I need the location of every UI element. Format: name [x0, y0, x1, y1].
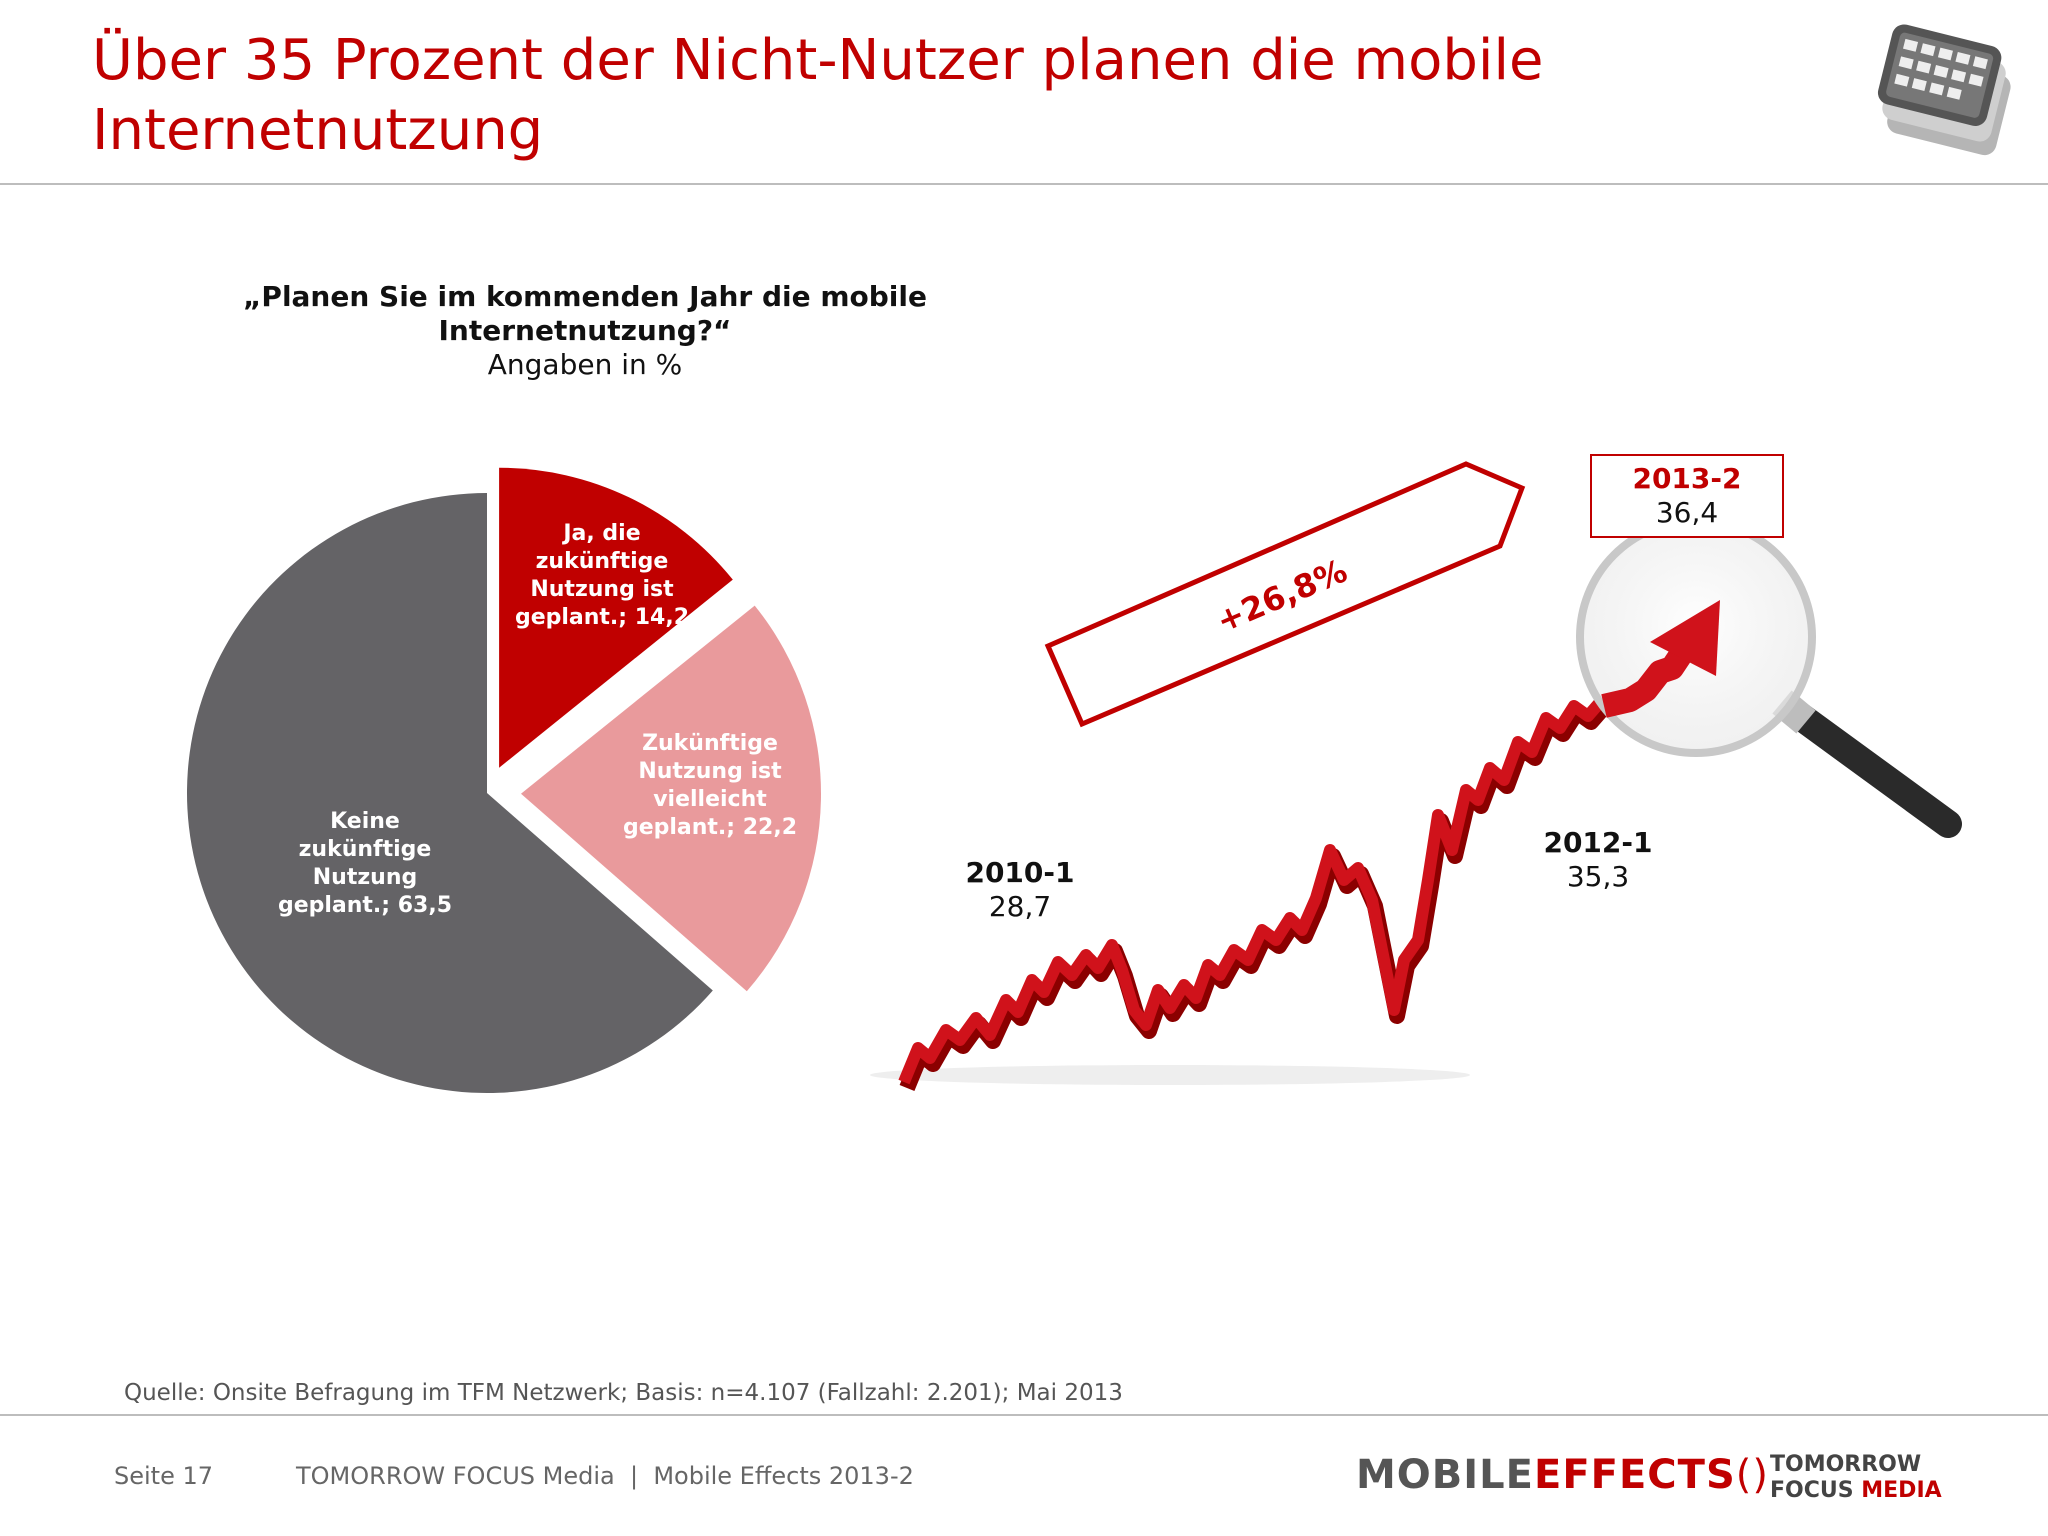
header-divider [0, 183, 2048, 185]
logo-effects-text: EFFECTS [1534, 1452, 1736, 1498]
growth-arrow-shape [1044, 461, 1526, 728]
logo-media-text: MEDIA [1861, 1478, 1942, 1503]
pie-chart: Ja, die zukünftige Nutzung ist geplant.; 14… [186, 467, 821, 1093]
title-line-1: Über 35 Prozent der Nicht-Nutzer planen … [92, 28, 1544, 93]
line-series [898, 696, 1607, 1085]
point-name-2010: 2010-1 [965, 856, 1075, 889]
point-value-2012: 35,3 [1566, 860, 1630, 893]
point-value-2013: 36,4 [1655, 496, 1719, 529]
magnified-arrow [1601, 600, 1720, 718]
question-text: „Planen Sie im kommenden Jahr die mobile… [243, 280, 927, 347]
pie-slice-keine [186, 493, 713, 1093]
point-label-2010: 2010-1 28,7 [940, 856, 1100, 924]
pie-slice-vielleicht-label: Zukünftige Nutzung ist vielleicht geplant.;… [623, 731, 797, 840]
logo-mobile-text: MOBILE [1356, 1452, 1534, 1498]
mobile-effects-logo: MOBILEEFFECTS() [1356, 1452, 1769, 1498]
point-value-2010: 28,7 [988, 890, 1052, 923]
pie-slice-ja-label: Ja, die zukünftige Nutzung ist geplant.; 14… [515, 521, 689, 630]
point-name-2012: 2012-1 [1543, 826, 1653, 859]
point-label-2013: 2013-2 36,4 [1590, 454, 1784, 538]
pie-slice-ja [499, 467, 733, 768]
point-label-2012: 2012-1 35,3 [1518, 826, 1678, 894]
mobile-devices-icon [1877, 24, 2011, 156]
line-shadow [870, 1065, 1470, 1085]
page-title: Über 35 Prozent der Nicht-Nutzer planen … [92, 26, 1732, 166]
title-line-2: Internetnutzung [92, 98, 544, 163]
arrow-head-icon [1650, 600, 1720, 676]
page-number: Seite 17 [114, 1462, 214, 1490]
footer-divider [0, 1414, 2048, 1416]
pie-slice-vielleicht [520, 605, 821, 992]
line-chart [898, 696, 1612, 1092]
magnifier-icon [1576, 517, 1962, 838]
logo-focus-text: FOCUS [1770, 1478, 1854, 1503]
source-note: Quelle: Onsite Befragung im TFM Netzwerk… [124, 1380, 1123, 1406]
question-unit: Angaben in % [487, 348, 683, 381]
footer-company: TOMORROW FOCUS Media | Mobile Effects 20… [296, 1462, 914, 1490]
tomorrow-focus-logo: TOMORROW FOCUS MEDIA [1770, 1452, 1942, 1504]
pie-slice-keine-label: Keine zukünftige Nutzung geplant.; 63,5 [278, 809, 452, 918]
logo-tomorrow-text: TOMORROW [1770, 1452, 1922, 1477]
growth-arrow-label: +26,8% [1044, 461, 1526, 728]
chart-question: „Planen Sie im kommenden Jahr die mobile… [180, 280, 990, 382]
point-name-2013: 2013-2 [1632, 462, 1742, 495]
